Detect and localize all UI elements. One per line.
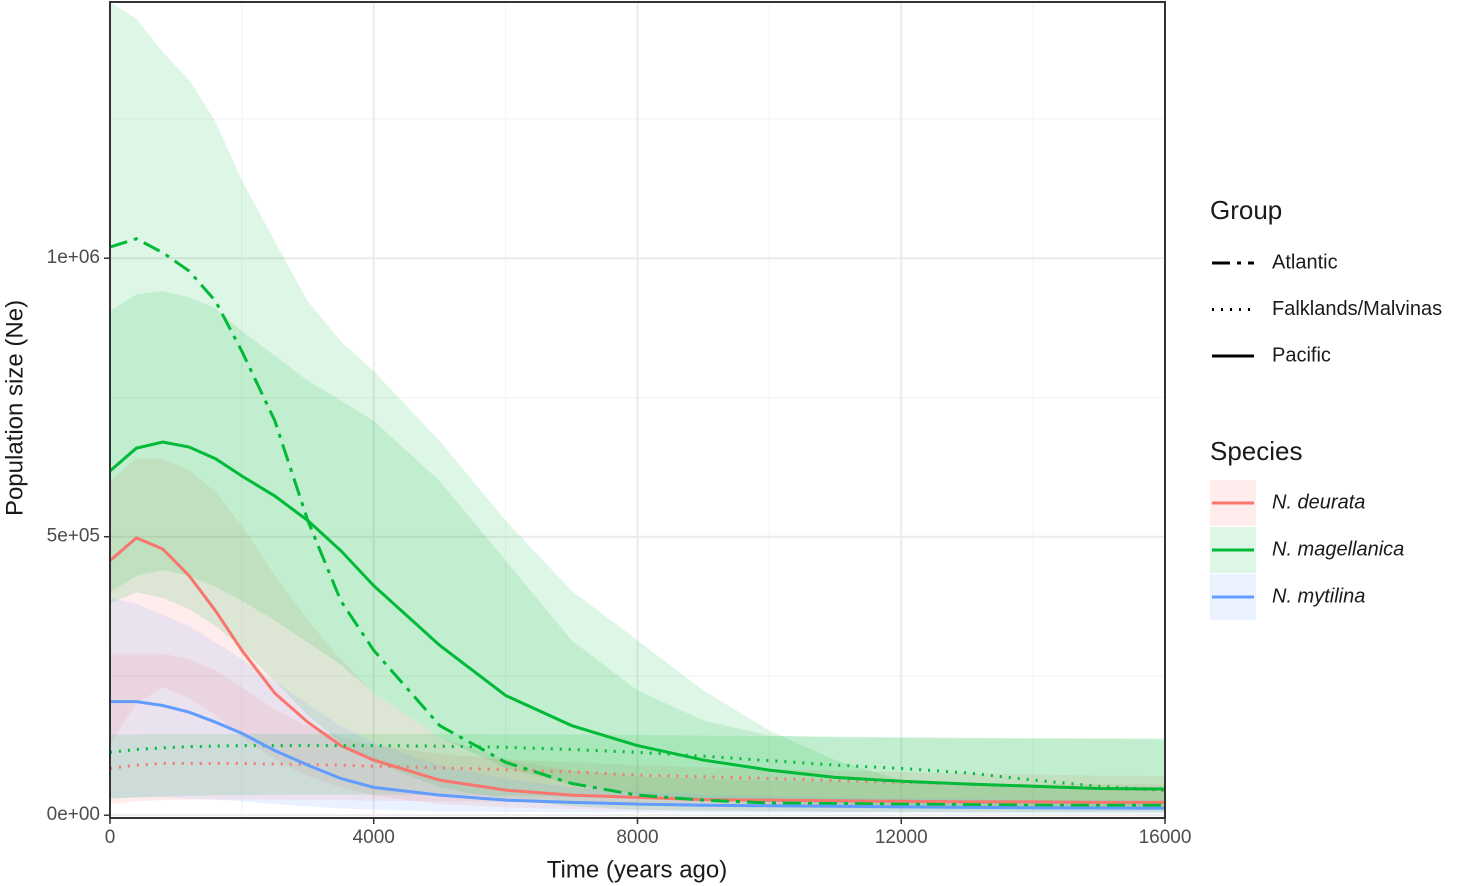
y-axis-title: Population size (Ne): [1, 300, 28, 516]
ribbon: [110, 733, 1165, 810]
legend-label: N. deurata: [1272, 491, 1365, 513]
x-tick-label: 4000: [353, 827, 395, 848]
legend-label: N. mytilina: [1272, 585, 1365, 607]
x-tick-label: 8000: [616, 827, 658, 848]
ribbon: [110, 291, 1165, 808]
line: [109, 237, 1165, 807]
ribbon: [110, 2, 1165, 813]
y-tick-label: 0e+00: [47, 804, 100, 825]
line: [109, 440, 1166, 791]
x-tick-label: 16000: [1139, 827, 1192, 848]
line: [110, 700, 1166, 810]
y-tick-label: 1e+06: [47, 247, 100, 268]
species-legend-title: Species: [1210, 436, 1303, 466]
lines: [109, 237, 1166, 810]
group-legend-title: Group: [1210, 195, 1282, 225]
legend-label: N. magellanica: [1272, 538, 1404, 560]
panel-border: [109, 1, 1166, 819]
line: [109, 536, 1165, 804]
ribbon: [110, 653, 1165, 809]
legend-label: Pacific: [1272, 344, 1331, 366]
x-tick-label: 12000: [875, 827, 928, 848]
x-tick-label: 0: [105, 827, 116, 848]
legend-label: Atlantic: [1272, 251, 1338, 273]
ribbon: [110, 458, 1165, 812]
legend-label: Falklands/Malvinas: [1272, 298, 1442, 320]
y-tick-label: 5e+05: [47, 526, 100, 547]
x-axis-title: Time (years ago): [547, 856, 728, 883]
